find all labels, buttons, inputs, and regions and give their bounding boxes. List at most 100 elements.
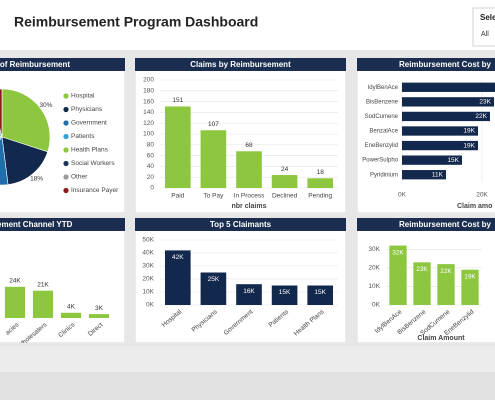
bar [32, 290, 54, 318]
bar [437, 264, 455, 305]
bar [402, 82, 495, 92]
pie-slice [0, 136, 9, 186]
legend-label: Patients [71, 133, 95, 140]
y-tick-label: 180 [143, 88, 154, 95]
slicer-label: Sele [480, 13, 495, 22]
y-tick-label: SodCumene [365, 114, 399, 120]
slicer[interactable] [472, 7, 495, 47]
legend-swatch [63, 187, 69, 194]
footer-bar [0, 372, 495, 400]
pie-slice [1, 88, 51, 153]
panel: t of Reimbursement 30% 18% Hospital Physicia… [0, 58, 125, 213]
legend-label: Government [71, 120, 107, 127]
y-tick-label: 20K [142, 276, 154, 283]
data-label: 107 [208, 121, 219, 128]
bar [402, 155, 462, 165]
x-tick-label: 20K [476, 192, 488, 199]
bar [402, 140, 478, 151]
y-tick-label: 60 [147, 152, 155, 159]
data-label: 68 [245, 142, 253, 149]
y-tick-label: 10K [368, 283, 380, 290]
y-tick-label: 0 [150, 185, 154, 192]
legend-swatch [63, 147, 69, 153]
panel-title: Reimbursement Cost by [399, 220, 492, 229]
footer-area [0, 346, 495, 372]
bar [307, 285, 334, 305]
data-label: 19K [463, 128, 475, 135]
panel-header [357, 218, 495, 231]
y-tick-label: 100 [143, 131, 154, 138]
x-axis-title: nbr claims [231, 203, 266, 210]
data-label: 18% [30, 176, 43, 183]
x-tick-label: Declined [272, 193, 298, 200]
panel-title: t of Reimbursement [0, 60, 70, 69]
data-label: 15K [279, 289, 291, 296]
y-tick-label: IdylBenAce [368, 85, 399, 91]
data-label: 18 [317, 169, 325, 176]
bar [88, 314, 110, 318]
bar [60, 312, 82, 318]
bar [236, 151, 262, 188]
bar [402, 111, 490, 122]
legend-label: Health Plans [71, 147, 109, 154]
y-tick-label: 0K [372, 302, 381, 309]
dashboard-title: Reimbursement Program Dashboard [14, 14, 258, 30]
bar [402, 170, 446, 180]
bar [200, 130, 227, 188]
panel-background [0, 218, 125, 343]
bar [200, 272, 227, 305]
x-tick-label: Pending [308, 193, 332, 200]
y-tick-label: 140 [143, 109, 154, 116]
legend-label: Hospital [71, 93, 95, 100]
bar [413, 262, 431, 305]
data-label: 151 [172, 97, 183, 104]
y-tick-label: 160 [143, 98, 154, 105]
legend-label: Social Workers [71, 160, 115, 167]
y-tick-label: EneBenzylid [365, 143, 398, 149]
y-tick-label: 30K [142, 263, 154, 270]
bar [389, 245, 407, 305]
panel-title: Reimbursement Cost by [399, 60, 492, 69]
pie-slice [0, 88, 3, 138]
panel-header [0, 218, 125, 231]
x-tick-label: 0K [398, 192, 407, 199]
legend-swatch [63, 133, 69, 140]
legend-swatch [63, 93, 69, 99]
y-tick-label: 50K [142, 237, 154, 244]
y-tick-label: 120 [143, 120, 154, 127]
x-tick-label: To Pay [203, 193, 224, 200]
data-label: 15K [447, 157, 459, 164]
data-label: 23K [416, 266, 428, 273]
legend-swatch [63, 106, 69, 113]
legend-swatch [63, 160, 69, 167]
panel: Top 5 Claimants0K10K20K30K40K50K42KHospi… [135, 218, 346, 343]
y-tick-label: 0K [146, 302, 155, 309]
legend-swatch [63, 174, 69, 180]
bar [402, 126, 478, 136]
panel-title: Claims by Reimbursement [190, 60, 291, 69]
data-label: 19K [463, 142, 475, 149]
panel: Reimbursement Cost by 0K 20K IdylBenAce BisB… [357, 58, 495, 213]
panel-title: sement Channel YTD [0, 220, 73, 229]
data-label: 25K [208, 276, 220, 283]
x-axis-title: Claim Amount [417, 335, 465, 342]
panel-title: Top 5 Claimants [210, 220, 272, 229]
data-label: 42K [172, 254, 184, 261]
y-tick-label: 20K [368, 265, 380, 272]
y-tick-label: 10K [142, 289, 154, 296]
data-label: 23K [479, 99, 491, 106]
data-label: 11K [432, 171, 444, 178]
data-label: 30% [39, 102, 52, 109]
slicer-value[interactable]: All [481, 31, 489, 38]
y-tick-label: BisBenzene [366, 99, 399, 105]
y-tick-label: 40K [142, 250, 154, 257]
bar [4, 286, 26, 318]
data-label: 21K [37, 281, 49, 288]
y-tick-label: PowerSulpho [362, 158, 398, 164]
bar [164, 250, 191, 305]
data-label: 3K [95, 305, 104, 312]
legend-label: Other [71, 174, 88, 181]
